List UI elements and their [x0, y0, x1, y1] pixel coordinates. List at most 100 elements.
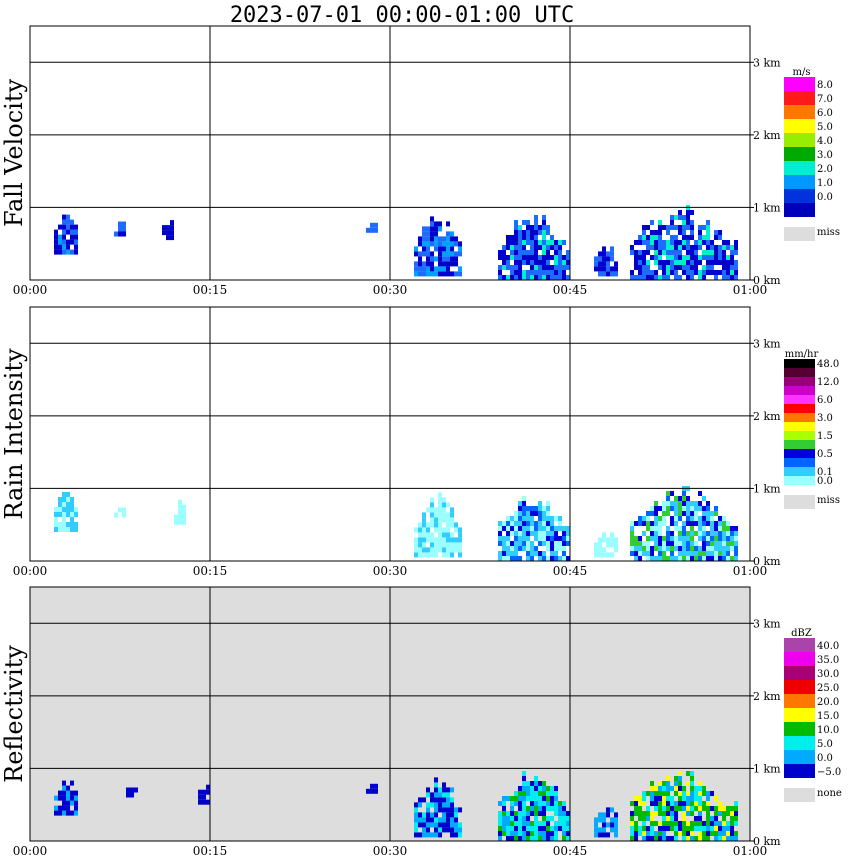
echo-cell: [62, 795, 66, 801]
echo-cell: [646, 240, 650, 245]
echo-cell: [518, 506, 522, 511]
echo-cell: [650, 831, 654, 836]
echo-cell: [130, 787, 134, 793]
echo-cell: [562, 260, 566, 265]
echo-cell: [550, 536, 554, 541]
echo-cell: [498, 531, 502, 536]
colorbar-label: 30.0: [817, 669, 839, 680]
echo-cell: [674, 265, 678, 270]
echo-cell: [458, 266, 462, 272]
echo-cell: [642, 516, 646, 521]
echo-cell: [66, 527, 70, 532]
echo-cell: [662, 541, 666, 546]
echo-cell: [58, 502, 62, 507]
echo-cell: [522, 511, 526, 516]
echo-cell: [562, 265, 566, 270]
echo-cell: [170, 230, 174, 236]
echo-cell: [698, 501, 702, 506]
y-tick-label: 1 km: [753, 762, 781, 775]
echo-cell: [682, 245, 686, 250]
echo-cell: [418, 552, 422, 558]
echo-cell: [122, 231, 126, 237]
echo-cell: [650, 536, 654, 541]
echo-cell: [526, 506, 530, 511]
echo-cell: [418, 271, 422, 277]
echo-cell: [706, 816, 710, 821]
echo-cell: [666, 225, 670, 230]
colorbar-label: 8.0: [817, 80, 833, 91]
echo-cell: [426, 802, 430, 808]
echo-cell: [506, 811, 510, 816]
echo-cell: [498, 255, 502, 260]
echo-cell: [650, 836, 654, 841]
echo-cell: [442, 542, 446, 548]
echo-cell: [418, 797, 422, 803]
echo-cell: [598, 256, 602, 262]
colorbar-label: 10.0: [817, 725, 839, 736]
echo-cell: [706, 225, 710, 230]
echo-cell: [698, 836, 702, 841]
echo-cell: [650, 551, 654, 556]
echo-cell: [678, 831, 682, 836]
echo-cell: [674, 836, 678, 841]
echo-cell: [414, 271, 418, 277]
echo-cell: [714, 811, 718, 816]
figure-title: 2023-07-01 00:00-01:00 UTC: [230, 3, 574, 28]
echo-cell: [498, 265, 502, 270]
echo-cell: [554, 826, 558, 831]
echo-cell: [650, 230, 654, 235]
echo-cell: [646, 265, 650, 270]
echo-cell: [714, 260, 718, 265]
echo-cell: [666, 821, 670, 826]
echo-cell: [514, 826, 518, 831]
echo-cell: [678, 255, 682, 260]
echo-cell: [690, 245, 694, 250]
echo-cell: [430, 547, 434, 553]
echo-cell: [662, 826, 666, 831]
echo-cell: [690, 806, 694, 811]
echo-cell: [498, 556, 502, 561]
echo-cell: [690, 255, 694, 260]
echo-cell: [558, 260, 562, 265]
echo-cell: [542, 791, 546, 796]
echo-cell: [434, 787, 438, 793]
echo-cell: [698, 235, 702, 240]
echo-cell: [70, 219, 74, 225]
echo-cell: [666, 531, 670, 536]
echo-cell: [514, 836, 518, 841]
echo-cell: [418, 832, 422, 838]
echo-cell: [666, 806, 670, 811]
echo-cell: [74, 810, 78, 816]
echo-cell: [74, 512, 78, 517]
plot-frame: [29, 586, 751, 842]
echo-cell: [630, 536, 634, 541]
echo-cell: [62, 780, 66, 786]
echo-cell: [610, 537, 614, 543]
echo-cell: [634, 831, 638, 836]
echo-cell: [630, 541, 634, 546]
echo-cell: [690, 270, 694, 275]
echo-cell: [646, 826, 650, 831]
echo-cell: [662, 801, 666, 806]
echo-cell: [502, 245, 506, 250]
echo-cell: [546, 255, 550, 260]
echo-cell: [650, 255, 654, 260]
echo-cell: [442, 802, 446, 808]
echo-cell: [206, 799, 210, 805]
echo-cell: [514, 816, 518, 821]
echo-cell: [510, 541, 514, 546]
echo-cell: [674, 786, 678, 791]
echo-cell: [690, 826, 694, 831]
echo-cell: [662, 551, 666, 556]
echo-cell: [658, 521, 662, 526]
echo-cell: [426, 532, 430, 538]
echo-cell: [698, 796, 702, 801]
echo-cell: [546, 786, 550, 791]
echo-cell: [430, 251, 434, 257]
echo-cell: [722, 531, 726, 536]
echo-cell: [518, 531, 522, 536]
echo-cell: [554, 551, 558, 556]
echo-cell: [518, 511, 522, 516]
echo-cell: [178, 509, 182, 515]
echo-cell: [610, 266, 614, 272]
